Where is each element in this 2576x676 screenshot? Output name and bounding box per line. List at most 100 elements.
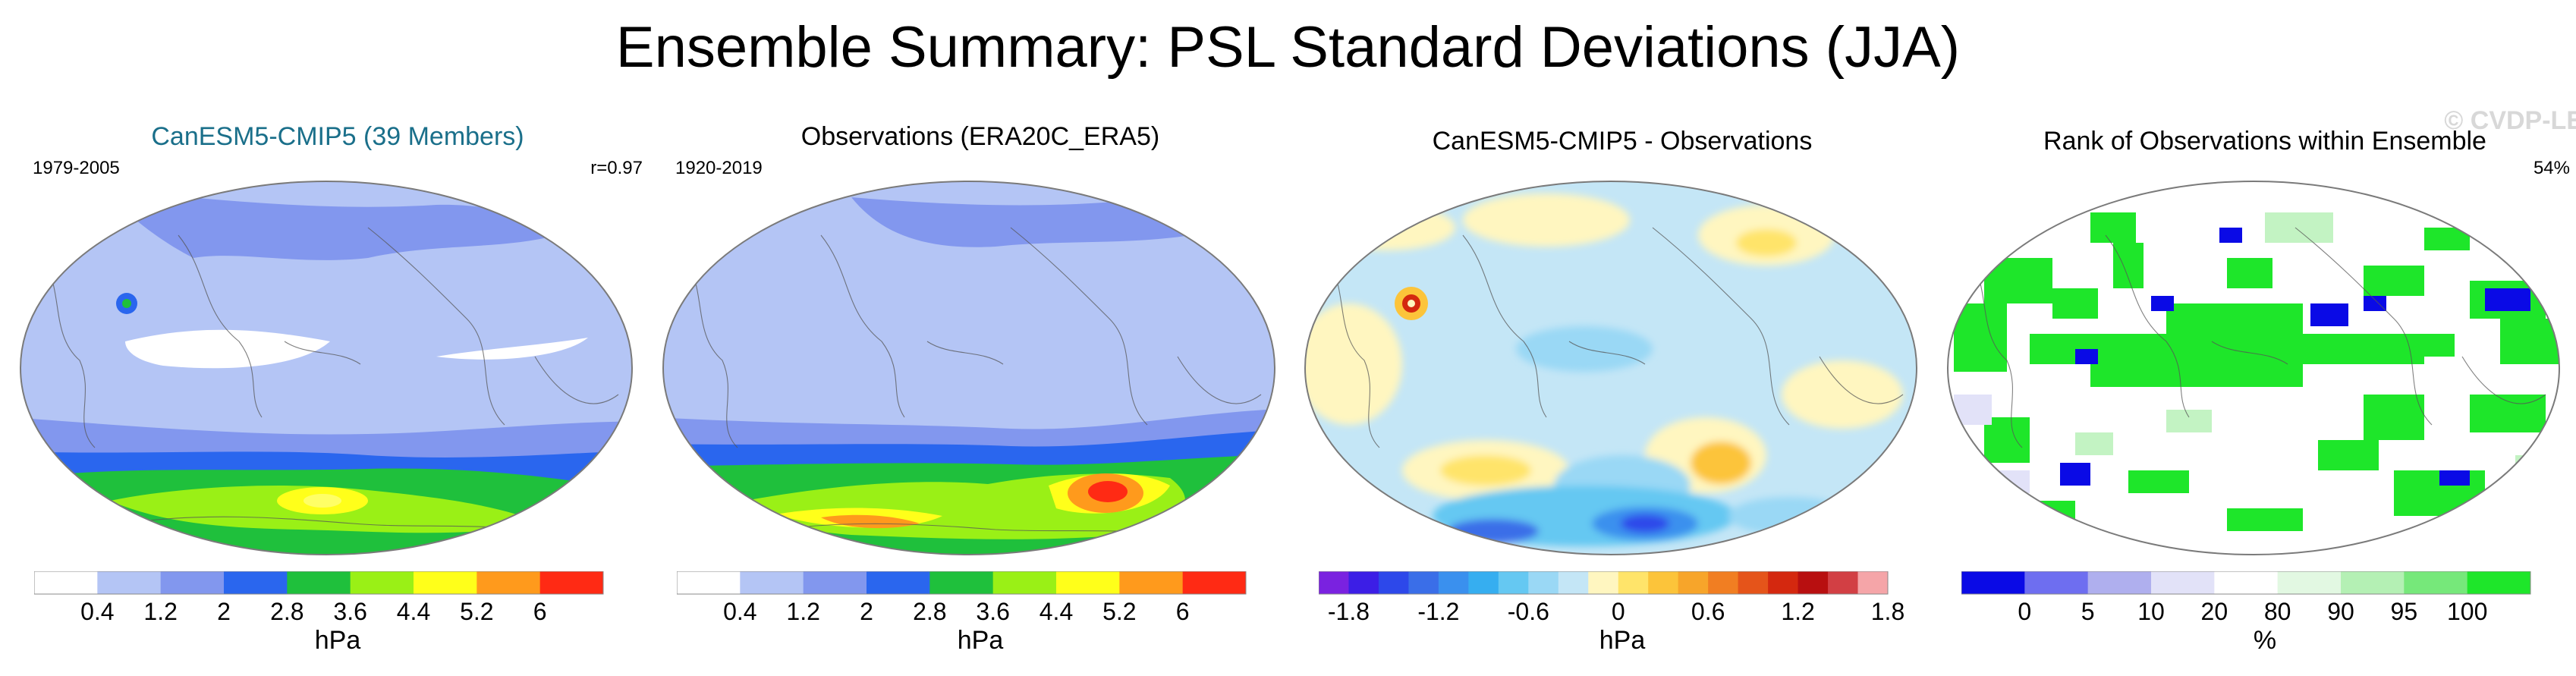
colorbar-swatch bbox=[1618, 571, 1649, 594]
panel-title: CanESM5-CMIP5 - Observations bbox=[1432, 127, 1813, 156]
colorbar: -1.8 -1.2 -0.6 0 0.6 1.2 1.8 bbox=[1319, 571, 1904, 625]
colorbar-swatch bbox=[1588, 571, 1619, 594]
colorbar-swatch bbox=[160, 571, 225, 594]
colorbar-swatch bbox=[992, 571, 1057, 594]
colorbar-swatch bbox=[1558, 571, 1589, 594]
colorbar-tick-label: 2 bbox=[860, 598, 873, 625]
colorbar-swatch bbox=[2467, 571, 2531, 594]
colorbar-tick-label: 100 bbox=[2447, 598, 2487, 625]
colorbar: 0.4 1.2 2 2.8 3.6 4.4 5.2 6 bbox=[677, 571, 1247, 625]
panel-difference: CanESM5-CMIP5 - Observations bbox=[1296, 114, 1949, 671]
colorbar: 0 5 10 20 80 90 95 100 bbox=[1961, 571, 2531, 625]
colorbar-tick-label: 4.4 bbox=[397, 598, 430, 625]
colorbar-swatch bbox=[1408, 571, 1439, 594]
colorbar-swatch bbox=[1528, 571, 1559, 594]
colorbar-swatch bbox=[2151, 571, 2215, 594]
colorbar-swatch bbox=[1828, 571, 1859, 594]
map-model-std bbox=[20, 181, 633, 555]
colorbar-swatch bbox=[2341, 571, 2405, 594]
colorbar-frame bbox=[677, 571, 1247, 595]
colorbar-tick-label: 0.4 bbox=[723, 598, 756, 625]
colorbar-swatch bbox=[677, 571, 741, 594]
colorbar-tick-label: 90 bbox=[2327, 598, 2354, 625]
colorbar-tick-label: -0.6 bbox=[1508, 598, 1549, 625]
colorbar-tick-label: 6 bbox=[533, 598, 547, 625]
colorbar-unit: hPa bbox=[957, 626, 1004, 655]
panel-title: CanESM5-CMIP5 (39 Members) bbox=[151, 122, 524, 151]
colorbar-swatch bbox=[2214, 571, 2279, 594]
colorbar-swatch bbox=[1738, 571, 1769, 594]
colorbar-swatch bbox=[1857, 571, 1889, 594]
colorbar: 0.4 1.2 2 2.8 3.6 4.4 5.2 6 bbox=[34, 571, 604, 625]
colorbar-tick-label: 6 bbox=[1176, 598, 1190, 625]
colorbar-swatch bbox=[1378, 571, 1409, 594]
colorbar-swatch bbox=[1768, 571, 1799, 594]
colorbar-tick-label: 1.2 bbox=[143, 598, 177, 625]
colorbar-swatch bbox=[34, 571, 98, 594]
colorbar-swatch bbox=[1056, 571, 1120, 594]
colorbar-swatch bbox=[2024, 571, 2089, 594]
colorbar-tick-label: 0 bbox=[2018, 598, 2031, 625]
colorbar-tick-label: 1.2 bbox=[1781, 598, 1814, 625]
map-rank bbox=[1947, 181, 2560, 555]
colorbar-swatch bbox=[867, 571, 930, 594]
colorbar-unit: hPa bbox=[1599, 626, 1646, 655]
colorbar-swatch bbox=[1468, 571, 1499, 594]
colorbar-swatch bbox=[1319, 571, 1349, 594]
colorbar-tick-label: 2.8 bbox=[913, 598, 946, 625]
panel-title: Observations (ERA20C_ERA5) bbox=[800, 122, 1160, 151]
period-label: 1979-2005 bbox=[33, 158, 120, 178]
colorbar-tick-label: 0.4 bbox=[80, 598, 114, 625]
watermark: © CVDP-LE bbox=[2444, 106, 2576, 135]
map-difference bbox=[1304, 181, 1917, 555]
colorbar-tick-label: 2.8 bbox=[270, 598, 304, 625]
panel-title: Rank of Observations within Ensemble bbox=[2043, 127, 2486, 156]
colorbar-swatch bbox=[539, 571, 604, 594]
colorbar-tick-label: 20 bbox=[2201, 598, 2228, 625]
colorbar-swatch bbox=[1348, 571, 1379, 594]
colorbar-unit: % bbox=[2253, 626, 2277, 655]
colorbar-frame bbox=[1319, 571, 1889, 595]
colorbar-tick-label: 5.2 bbox=[460, 598, 493, 625]
colorbar-swatch bbox=[1961, 571, 2025, 594]
colorbar-swatch bbox=[1798, 571, 1829, 594]
colorbar-tick-label: 5.2 bbox=[1102, 598, 1136, 625]
colorbar-swatch bbox=[1438, 571, 1469, 594]
colorbar-tick-label: -1.8 bbox=[1328, 598, 1370, 625]
colorbar-swatch bbox=[350, 571, 414, 594]
colorbar-swatch bbox=[287, 571, 351, 594]
colorbar-tick-label: 1.8 bbox=[1871, 598, 1904, 625]
colorbar-swatch bbox=[803, 571, 867, 594]
colorbar-swatch bbox=[1119, 571, 1184, 594]
percent-label: 54% bbox=[2533, 158, 2570, 178]
colorbar-tick-label: 95 bbox=[2391, 598, 2418, 625]
colorbar-tick-label: 0.6 bbox=[1691, 598, 1725, 625]
colorbar-tick-label: 3.6 bbox=[976, 598, 1009, 625]
colorbar-unit: hPa bbox=[314, 626, 361, 655]
colorbar-swatch bbox=[224, 571, 288, 594]
colorbar-tick-label: 80 bbox=[2264, 598, 2291, 625]
colorbar-tick-label: 5 bbox=[2081, 598, 2095, 625]
colorbar-swatch bbox=[477, 571, 541, 594]
colorbar-frame bbox=[1961, 571, 2531, 595]
figure-title: Ensemble Summary: PSL Standard Deviation… bbox=[615, 15, 1961, 80]
panel-observations: Observations (ERA20C_ERA5) 1920-2019 bbox=[654, 114, 1307, 671]
correlation-label: r=0.97 bbox=[590, 158, 643, 178]
colorbar-swatch bbox=[1182, 571, 1247, 594]
colorbar-swatch bbox=[1708, 571, 1739, 594]
panel-rank: © CVDP-LE Rank of Observations within En… bbox=[1939, 106, 2576, 671]
colorbar-swatch bbox=[414, 571, 477, 594]
colorbar-swatch bbox=[929, 571, 994, 594]
colorbar-swatch bbox=[2404, 571, 2468, 594]
colorbar-tick-label: 4.4 bbox=[1040, 598, 1073, 625]
colorbar-tick-label: 2 bbox=[217, 598, 231, 625]
colorbar-tick-label: 3.6 bbox=[333, 598, 366, 625]
colorbar-swatch bbox=[97, 571, 162, 594]
colorbar-swatch bbox=[1678, 571, 1709, 594]
period-label: 1920-2019 bbox=[675, 158, 763, 178]
panel-model-ensemble: CanESM5-CMIP5 (39 Members) 1979-2005 r=0… bbox=[11, 114, 664, 671]
colorbar-swatch bbox=[1498, 571, 1529, 594]
colorbar-tick-label: 1.2 bbox=[786, 598, 819, 625]
colorbar-swatch bbox=[740, 571, 804, 594]
colorbar-swatch bbox=[2277, 571, 2342, 594]
